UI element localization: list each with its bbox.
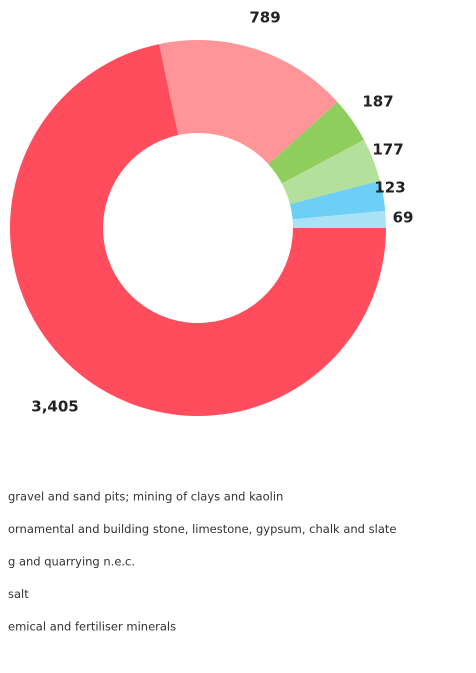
legend-label: salt [8,587,29,601]
legend-label: gravel and sand pits; mining of clays an… [8,490,283,504]
donut-slice [281,139,380,205]
donut-slice [9,44,386,416]
value-label: 187 [362,93,393,111]
legend-label: g and quarrying n.e.c. [8,555,135,569]
value-label: 69 [393,209,414,227]
value-label: 177 [372,141,403,159]
donut-slice [289,180,386,220]
value-label: 3,405 [31,398,78,416]
donut-slice [159,39,338,165]
value-label: 123 [374,179,405,197]
donut-slice [268,101,365,184]
legend-label: ornamental and building stone, limestone… [8,522,396,536]
value-label: 789 [249,9,280,27]
legend-label: emical and fertiliser minerals [8,620,176,634]
donut-slice [292,210,386,228]
